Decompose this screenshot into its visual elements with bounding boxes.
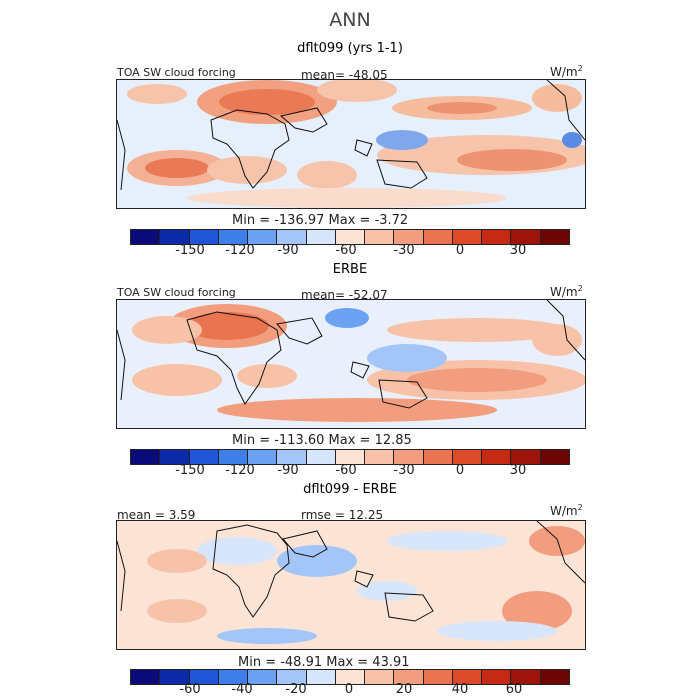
cbar2-seg <box>511 450 541 464</box>
cbar3-seg <box>452 670 483 684</box>
cbar3-seg <box>248 670 278 684</box>
cbar3-tick: -20 <box>285 682 307 697</box>
cbar3-tick: -40 <box>231 682 253 697</box>
panel1-title: dflt099 (yrs 1-1) <box>297 41 403 56</box>
cbar1-seg-10 <box>423 230 453 244</box>
cbar3-tick: 60 <box>505 682 523 697</box>
cbar3-seg <box>218 670 249 684</box>
cbar2-tick: 0 <box>455 463 465 478</box>
cbar1-seg-11 <box>452 230 483 244</box>
cbar3-seg <box>365 670 395 684</box>
panel2-mean-label: mean= -52.07 <box>301 288 388 302</box>
cbar2-seg <box>482 450 512 464</box>
cbar1-tick: -30 <box>393 243 415 258</box>
cbar3-tick: 20 <box>395 682 413 697</box>
cbar1-seg-4 <box>248 230 278 244</box>
cbar2-tick: -150 <box>175 463 205 478</box>
cbar2-seg <box>306 450 336 464</box>
cbar1-seg-7 <box>335 230 366 244</box>
panel3-minmax: Min = -48.91 Max = 43.91 <box>238 655 410 670</box>
cbar3-tick: 0 <box>344 682 354 697</box>
cbar2-seg <box>540 450 569 464</box>
panel3-colorbar <box>130 669 570 685</box>
cbar1-tick: -120 <box>225 243 255 258</box>
cbar1-seg-14 <box>540 230 569 244</box>
cbar1-tick: -60 <box>335 243 357 258</box>
cbar1-seg-9 <box>394 230 424 244</box>
cbar1-tick: 0 <box>455 243 465 258</box>
panel3-map <box>116 520 586 650</box>
cbar2-seg <box>335 450 366 464</box>
cbar3-seg <box>160 670 190 684</box>
cbar2-seg <box>423 450 453 464</box>
cbar2-tick: 30 <box>509 463 527 478</box>
cbar2-seg <box>452 450 483 464</box>
cbar1-seg-6 <box>306 230 336 244</box>
cbar2-seg <box>365 450 395 464</box>
cbar3-seg <box>423 670 453 684</box>
cbar3-seg <box>306 670 336 684</box>
panel1-units-label: W/m2 <box>550 64 583 79</box>
cbar3-tick: -60 <box>179 682 201 697</box>
panel2-title: ERBE <box>332 262 368 277</box>
cbar2-seg <box>218 450 249 464</box>
cbar2-tick: -30 <box>393 463 415 478</box>
cbar1-seg-2 <box>189 230 219 244</box>
cbar2-tick: -120 <box>225 463 255 478</box>
cbar3-seg <box>189 670 219 684</box>
panel2-field-label: TOA SW cloud forcing <box>117 286 236 299</box>
cbar3-seg <box>335 670 366 684</box>
cbar2-seg <box>131 450 161 464</box>
cbar2-seg <box>248 450 278 464</box>
panel1-minmax: Min = -136.97 Max = -3.72 <box>232 213 409 228</box>
cbar2-seg <box>394 450 424 464</box>
cbar1-tick: -150 <box>175 243 205 258</box>
cbar3-seg <box>394 670 424 684</box>
panel1-field-label: TOA SW cloud forcing <box>117 66 236 79</box>
cbar2-seg <box>189 450 219 464</box>
cbar1-seg-1 <box>160 230 190 244</box>
cbar3-tick: 40 <box>451 682 469 697</box>
panel1-colorbar <box>130 229 570 245</box>
panel3-title: dflt099 - ERBE <box>303 482 397 497</box>
cbar1-tick: -90 <box>277 243 299 258</box>
panel3-rmse-label: rmse = 12.25 <box>301 508 384 522</box>
cbar3-seg <box>131 670 161 684</box>
panel1-map <box>116 79 586 209</box>
cbar3-seg <box>540 670 569 684</box>
cbar1-seg-8 <box>365 230 395 244</box>
cbar1-tick: 30 <box>509 243 527 258</box>
panel2-units-label: W/m2 <box>550 284 583 299</box>
panel3-mean-label: mean = 3.59 <box>117 508 196 522</box>
panel1-mean-label: mean= -48.05 <box>301 68 388 82</box>
panel3-units-label: W/m2 <box>550 503 583 518</box>
panel2-minmax: Min = -113.60 Max = 12.85 <box>232 433 412 448</box>
panel2-map <box>116 299 586 429</box>
cbar3-seg <box>511 670 541 684</box>
cbar1-seg-3 <box>218 230 249 244</box>
cbar1-seg-5 <box>277 230 307 244</box>
cbar1-seg-12 <box>482 230 512 244</box>
cbar2-tick: -90 <box>277 463 299 478</box>
cbar1-seg-0 <box>131 230 161 244</box>
cbar3-seg <box>482 670 512 684</box>
cbar1-seg-13 <box>511 230 541 244</box>
cbar2-tick: -60 <box>335 463 357 478</box>
cbar3-seg <box>277 670 307 684</box>
cbar2-seg <box>277 450 307 464</box>
cbar2-seg <box>160 450 190 464</box>
panel2-colorbar <box>130 449 570 465</box>
figure-title: ANN <box>329 9 371 31</box>
